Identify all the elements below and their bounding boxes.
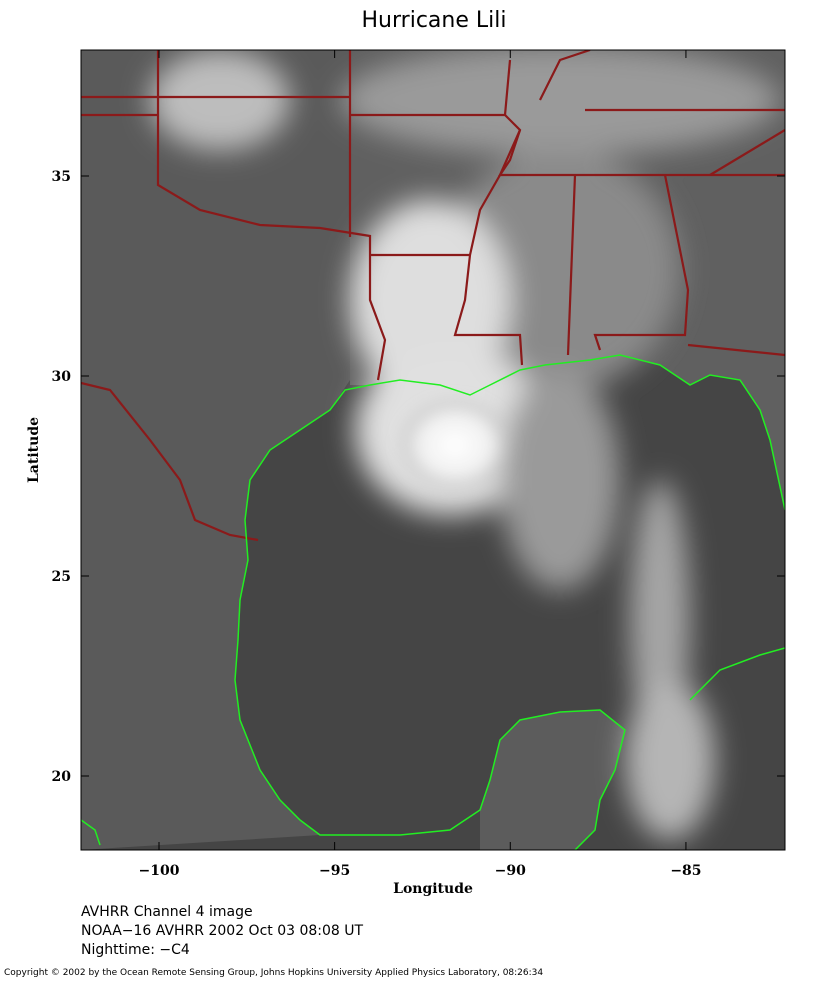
axes: −100 −95 −90 −85 20 25 30 35: [52, 50, 785, 879]
y-tick-label: 30: [52, 369, 72, 385]
y-tick-label: 35: [52, 169, 71, 185]
x-tick-label: −85: [670, 863, 701, 879]
caption-line: AVHRR Channel 4 image: [81, 904, 253, 920]
title: Hurricane Lili: [362, 8, 507, 33]
satellite-image: [81, 50, 785, 850]
y-axis-label: Latitude: [26, 417, 42, 483]
y-tick-label: 25: [52, 569, 71, 585]
coastline: [81, 354, 785, 850]
x-tick-label: −100: [139, 863, 180, 879]
x-tick-label: −90: [495, 863, 526, 879]
y-tick-label: 20: [52, 769, 72, 785]
x-axis-label: Longitude: [393, 881, 473, 897]
caption-line: Nighttime: −C4: [81, 942, 190, 958]
plot-frame: [80, 49, 786, 851]
caption-line: NOAA−16 AVHRR 2002 Oct 03 08:08 UT: [81, 923, 364, 939]
x-tick-label: −95: [319, 863, 350, 879]
borders: [81, 50, 785, 542]
copyright: Copyright © 2002 by the Ocean Remote Sen…: [4, 968, 543, 978]
